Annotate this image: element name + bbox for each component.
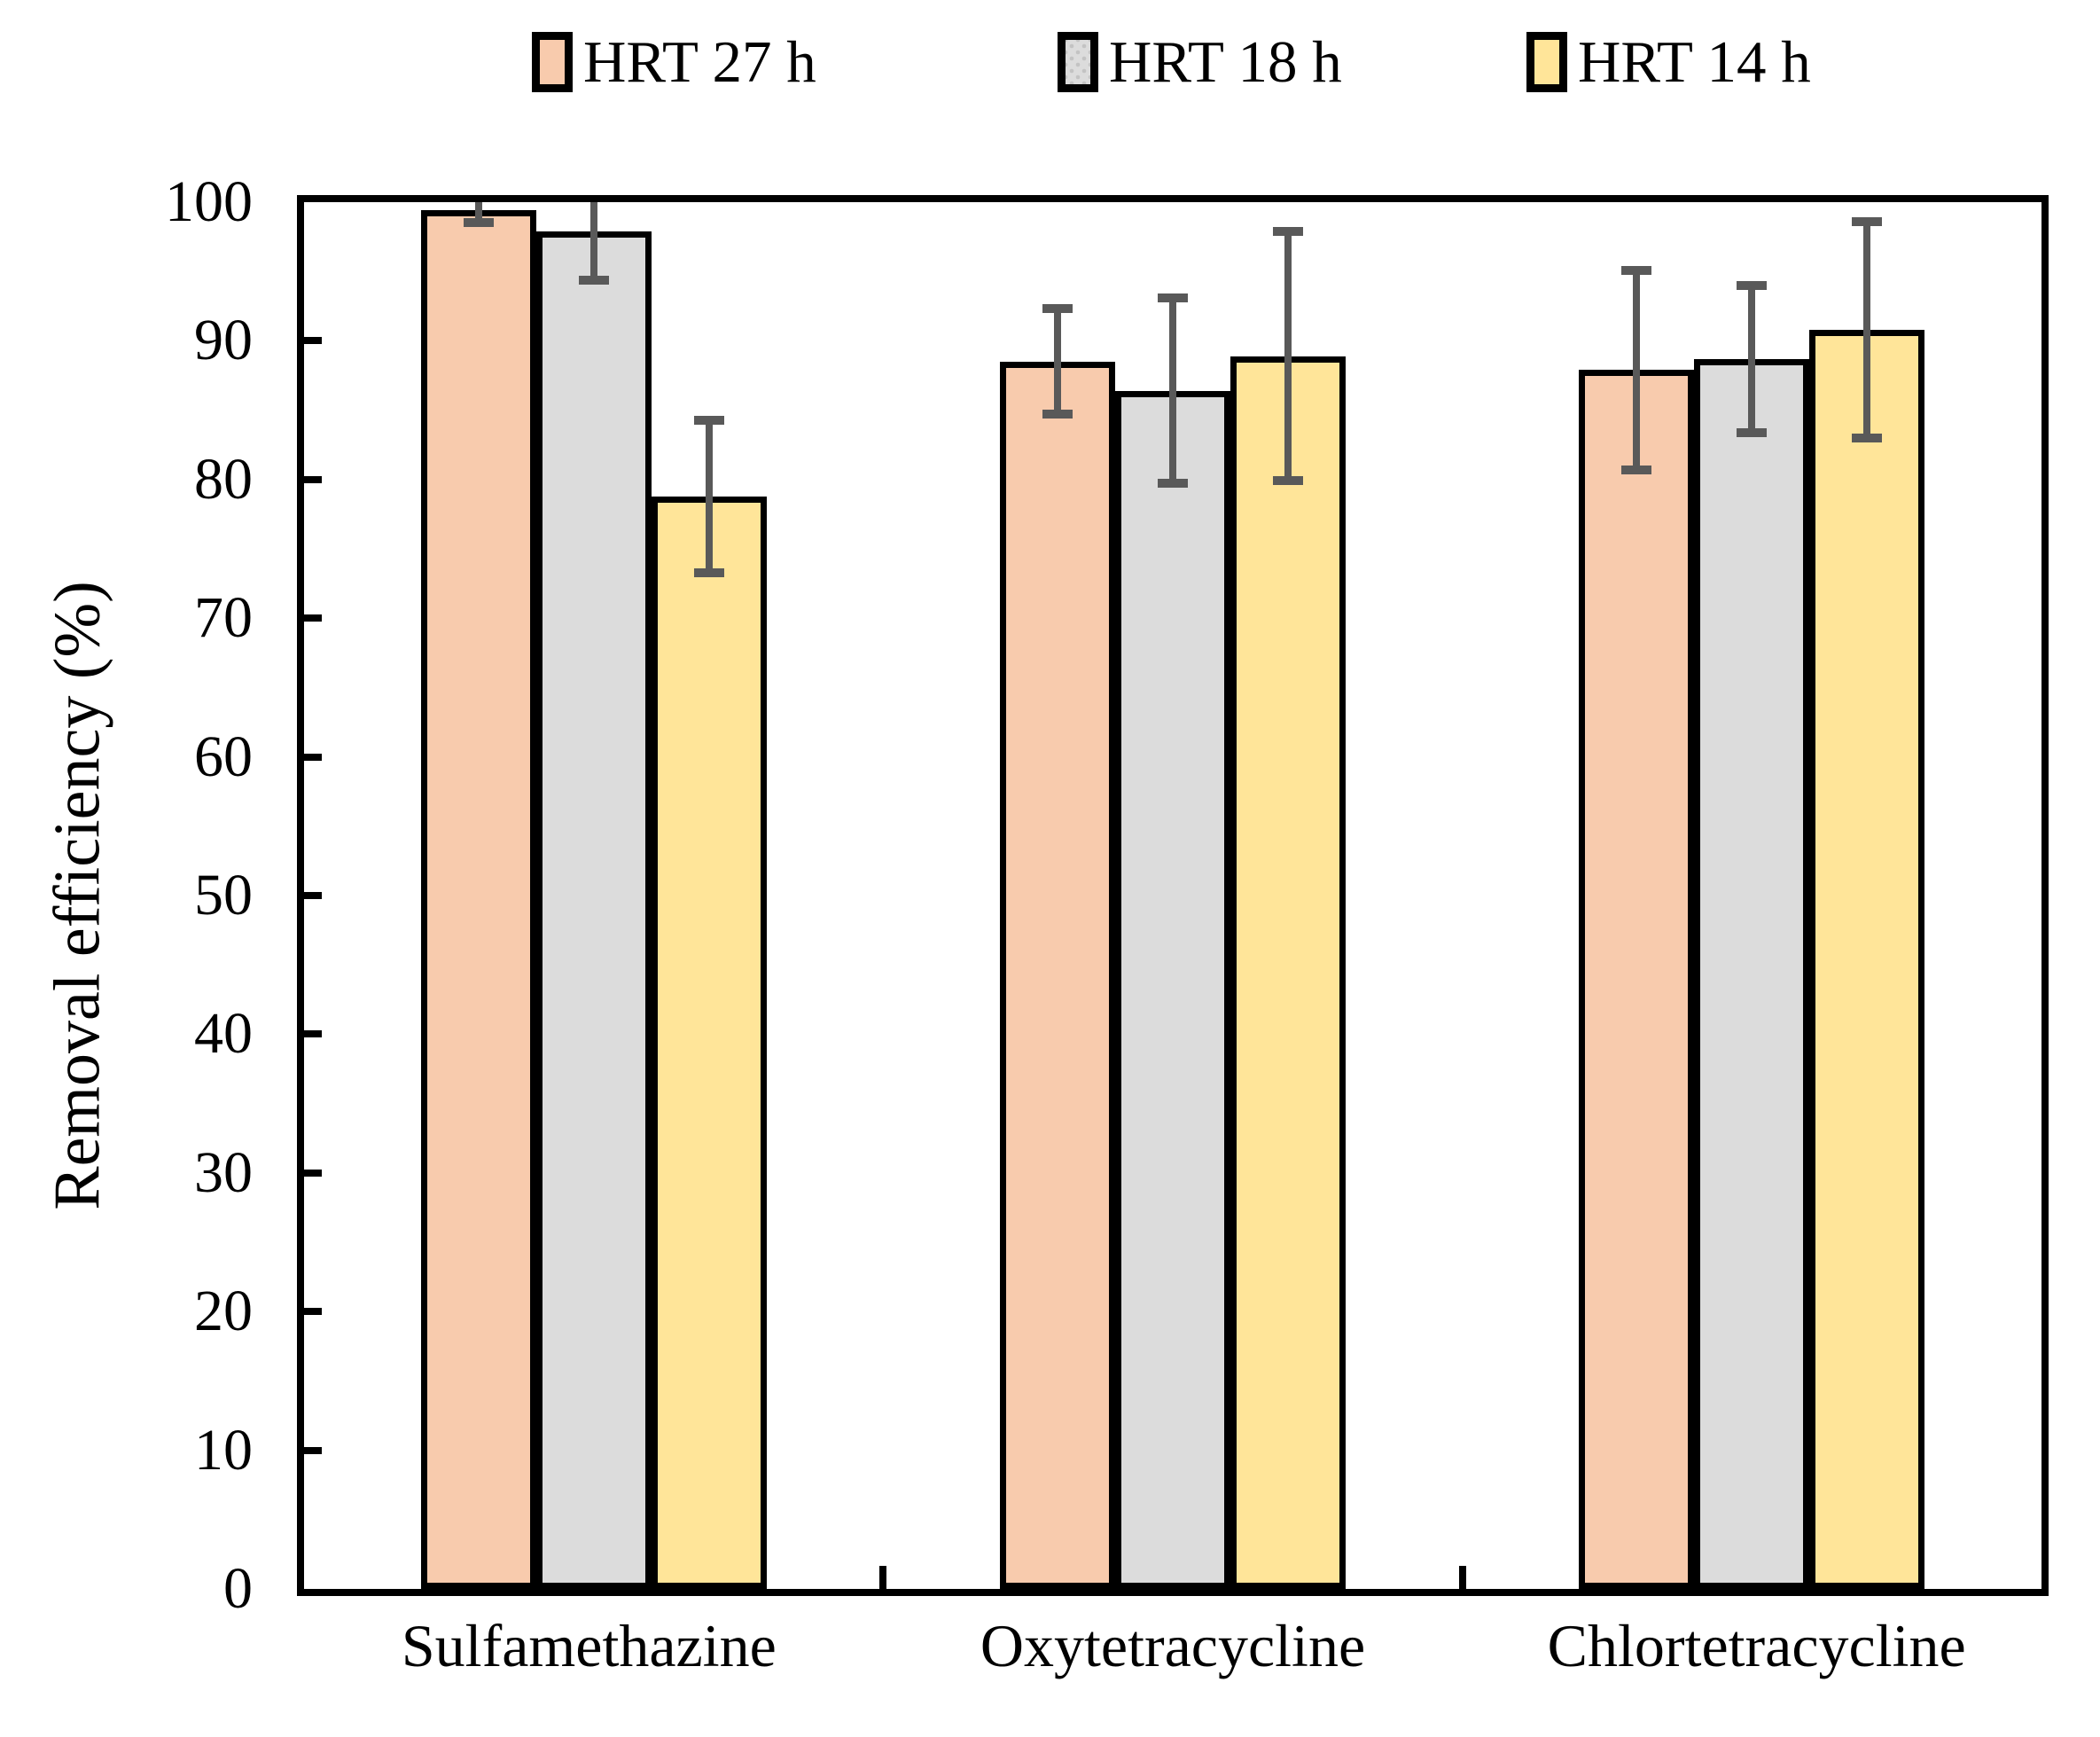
error-bar — [589, 202, 597, 280]
legend-swatch-hrt-18h — [1058, 32, 1098, 92]
error-bar-cap — [1737, 427, 1768, 437]
category-label: Sulfamethazine — [401, 1612, 777, 1679]
error-bar-cap — [1042, 304, 1073, 314]
legend-label: HRT 18 h — [1109, 29, 1342, 95]
error-bar — [705, 419, 713, 573]
y-axis-tick — [304, 1169, 322, 1177]
error-bar — [1863, 221, 1871, 438]
error-bar-cap — [693, 567, 724, 577]
bar-chlortetracycline-hrt-27-h — [1579, 370, 1695, 1589]
error-bar — [1633, 270, 1641, 470]
legend-item: HRT 14 h — [1526, 25, 1811, 99]
y-tick-label: 10 — [194, 1417, 253, 1483]
bar-chlortetracycline-hrt-14-h — [1809, 329, 1925, 1589]
error-bar-cap — [693, 415, 724, 425]
error-bar-cap — [463, 218, 494, 228]
category-label: Chlortetracycline — [1547, 1612, 1966, 1679]
error-bar-cap — [1852, 433, 1883, 442]
plot-area — [297, 195, 2049, 1596]
error-bar-cap — [1852, 216, 1883, 226]
y-axis-tick — [304, 1446, 322, 1454]
error-bar-cap — [1621, 465, 1652, 474]
y-axis-tick — [304, 753, 322, 761]
x-axis-tick — [879, 1566, 887, 1589]
error-bar-cap — [1273, 226, 1303, 236]
y-tick-label: 20 — [194, 1279, 253, 1344]
legend-swatch-hrt-14h — [1526, 32, 1567, 92]
bar-oxytetracycline-hrt-27-h — [1000, 361, 1115, 1589]
legend-label: HRT 14 h — [1578, 29, 1811, 95]
legend-swatch-hrt-27h — [532, 32, 573, 92]
y-tick-label: 30 — [194, 1139, 253, 1205]
y-tick-label: 0 — [223, 1556, 253, 1621]
category-label: Oxytetracycline — [980, 1612, 1366, 1679]
bar-sulfamethazine-hrt-18-h — [535, 231, 652, 1589]
legend-item: HRT 27 h — [532, 25, 816, 99]
y-tick-label: 60 — [194, 724, 253, 789]
error-bar — [1169, 297, 1176, 484]
y-tick-label: 90 — [194, 308, 253, 373]
x-axis-category-labels: Sulfamethazine Oxytetracycline Chlortetrac… — [297, 1610, 2049, 1681]
y-tick-label: 70 — [194, 585, 253, 651]
legend-item: HRT 18 h — [1058, 25, 1342, 99]
y-tick-label: 100 — [165, 169, 253, 234]
error-bar-cap — [1273, 476, 1303, 486]
error-bar-cap — [1621, 265, 1652, 275]
y-tick-label: 50 — [194, 863, 253, 927]
bar-chlortetracycline-hrt-18-h — [1694, 358, 1810, 1589]
error-bar-cap — [463, 202, 494, 203]
y-tick-label: 80 — [194, 446, 253, 512]
x-axis-tick — [1458, 1566, 1466, 1589]
legend-label: HRT 27 h — [583, 29, 816, 95]
error-bar-cap — [1158, 479, 1188, 489]
error-bar — [1054, 309, 1061, 415]
y-axis-tick — [304, 1030, 322, 1038]
error-bar — [1748, 285, 1756, 433]
error-bar-cap — [1158, 293, 1188, 302]
error-bar — [474, 202, 482, 223]
error-bar-cap — [1737, 280, 1768, 290]
y-tick-label: 40 — [194, 1001, 253, 1067]
bar-oxytetracycline-hrt-14-h — [1230, 356, 1346, 1589]
error-bar-cap — [1042, 410, 1073, 419]
bar-sulfamethazine-hrt-27-h — [420, 210, 536, 1589]
error-bar-cap — [578, 275, 609, 285]
y-axis-tick — [304, 892, 322, 899]
y-axis-tick — [304, 1308, 322, 1316]
y-axis-tick — [304, 475, 322, 483]
error-bar — [1284, 231, 1292, 481]
bar-oxytetracycline-hrt-18-h — [1115, 390, 1230, 1589]
y-axis-tick — [304, 614, 322, 622]
bar-sulfamethazine-hrt-14-h — [651, 496, 767, 1589]
y-axis-tick — [304, 337, 322, 345]
